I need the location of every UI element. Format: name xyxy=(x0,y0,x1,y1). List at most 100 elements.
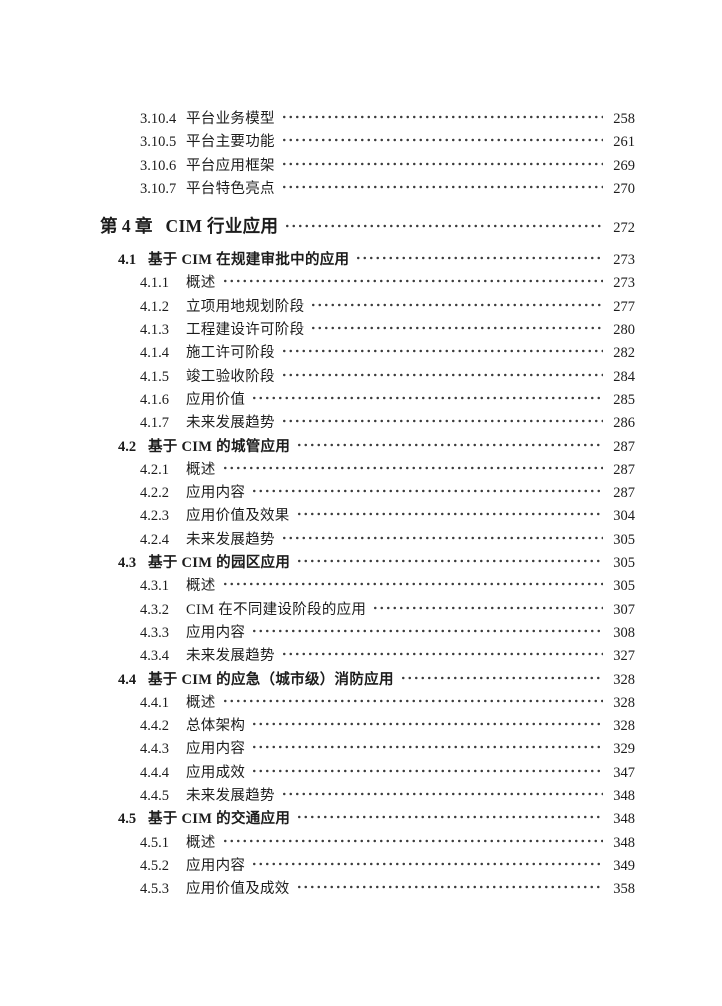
toc-entry-page: 305 xyxy=(613,578,635,595)
toc-list: 3.10.4 平台业务模型 258 3.10.5 平台主要功能 261 3.10.6 平台应用… xyxy=(0,108,722,898)
toc-entry-number: 4.1.7 xyxy=(140,415,169,432)
toc-entry: 3.10.4 平台业务模型 258 xyxy=(0,108,722,131)
toc-entry: 第 4 章 CIM 行业应用 272 xyxy=(0,211,722,242)
toc-entry-number: 3.10.6 xyxy=(140,157,177,174)
toc-entry-number: 4.5 xyxy=(118,811,137,828)
toc-entry: 3.10.6 平台应用框架 269 xyxy=(0,155,722,178)
toc-entry: 4.4.2 总体架构 328 xyxy=(0,715,722,738)
toc-entry-number: 4.2.2 xyxy=(140,485,169,502)
toc-entry-number: 4.1.6 xyxy=(140,391,169,408)
toc-entry: 4.3.4 未来发展趋势 327 xyxy=(0,645,722,668)
dot-leader xyxy=(251,624,603,637)
toc-entry: 3.10.5 平台主要功能 261 xyxy=(0,131,722,154)
dot-leader xyxy=(280,788,603,801)
toc-entry: 4.1 基于 CIM 在规建审批中的应用 273 xyxy=(0,249,722,272)
toc-entry: 4.2.2 应用内容 287 xyxy=(0,482,722,505)
toc-entry: 4.1.2 立项用地规划阶段 277 xyxy=(0,296,722,319)
toc-entry-number: 3.10.4 xyxy=(140,111,177,127)
toc-entry-number: 3.10.5 xyxy=(140,134,177,151)
toc-entry-title: 基于 CIM 的应急（城市级）消防应用 xyxy=(148,671,394,688)
toc-entry-title: 应用价值及效果 xyxy=(186,508,290,525)
toc-entry-title: 未来发展趋势 xyxy=(186,788,275,805)
dot-leader xyxy=(280,111,603,123)
toc-entry-title: 基于 CIM 的城管应用 xyxy=(148,438,291,455)
toc-entry-title: 平台应用框架 xyxy=(186,157,275,174)
toc-entry-number: 4.1.2 xyxy=(140,298,169,315)
toc-entry-page: 284 xyxy=(613,368,635,385)
toc-entry-title: CIM 在不同建设阶段的应用 xyxy=(186,601,367,618)
toc-entry-page: 305 xyxy=(613,531,635,548)
toc-entry: 4.5 基于 CIM 的交通应用 348 xyxy=(0,808,722,831)
toc-entry-title: 基于 CIM 的园区应用 xyxy=(148,555,291,572)
toc-entry-title: 应用价值及成效 xyxy=(186,881,290,898)
toc-entry-page: 277 xyxy=(613,298,635,315)
toc-entry: 4.3 基于 CIM 的园区应用 305 xyxy=(0,552,722,575)
dot-leader xyxy=(221,578,603,591)
toc-entry-number: 4.2.4 xyxy=(140,531,169,548)
toc-entry-number: 4.4.5 xyxy=(140,788,169,805)
toc-entry-number: 4.3.2 xyxy=(140,601,169,618)
toc-entry-page: 287 xyxy=(613,461,635,478)
toc-entry-title: 概述 xyxy=(186,834,216,851)
toc-entry: 4.1.6 应用价值 285 xyxy=(0,389,722,412)
toc-entry-page: 348 xyxy=(613,788,635,805)
toc-entry: 4.2.4 未来发展趋势 305 xyxy=(0,529,722,552)
dot-leader xyxy=(280,648,603,661)
toc-entry-page: 270 xyxy=(613,180,635,197)
toc-entry-number: 4.4 xyxy=(118,671,137,688)
toc-entry: 4.1.4 施工许可阶段 282 xyxy=(0,342,722,365)
toc-entry-page: 304 xyxy=(613,508,635,525)
toc-entry: 4.2 基于 CIM 的城管应用 287 xyxy=(0,436,722,459)
dot-leader xyxy=(251,718,603,731)
toc-entry-page: 348 xyxy=(613,834,635,851)
toc-entry-title: 应用内容 xyxy=(186,741,246,758)
toc-entry-number: 4.5.2 xyxy=(140,857,169,874)
toc-entry-number: 4.1.3 xyxy=(140,322,169,339)
toc-entry-title: 概述 xyxy=(186,694,216,711)
toc-entry-number: 第 4 章 xyxy=(100,216,153,237)
toc-entry-page: 269 xyxy=(613,157,635,174)
toc-entry-number: 4.3.1 xyxy=(140,578,169,595)
dot-leader xyxy=(221,834,603,847)
toc-entry-page: 285 xyxy=(613,391,635,408)
toc-entry: 4.3.1 概述 305 xyxy=(0,575,722,598)
dot-leader xyxy=(280,415,603,428)
toc-entry-number: 4.1.4 xyxy=(140,345,169,362)
toc-entry: 4.3.2 CIM 在不同建设阶段的应用 307 xyxy=(0,599,722,622)
toc-entry-number: 4.5.3 xyxy=(140,881,169,898)
dot-leader xyxy=(296,438,603,451)
toc-entry-title: 竣工验收阶段 xyxy=(186,368,275,385)
toc-entry-page: 307 xyxy=(613,601,635,618)
toc-entry-page: 327 xyxy=(613,648,635,665)
dot-leader xyxy=(251,857,603,870)
toc-entry: 4.4.4 应用成效 347 xyxy=(0,762,722,785)
toc-entry-number: 4.3 xyxy=(118,555,137,572)
dot-leader xyxy=(296,811,603,824)
toc-entry-page: 286 xyxy=(613,415,635,432)
toc-entry: 4.4.1 概述 328 xyxy=(0,692,722,715)
toc-entry-number: 4.1 xyxy=(118,252,137,269)
toc-entry-page: 347 xyxy=(613,764,635,781)
toc-entry: 4.1.5 竣工验收阶段 284 xyxy=(0,366,722,389)
toc-entry: 4.1.3 工程建设许可阶段 280 xyxy=(0,319,722,342)
toc-entry-title: 概述 xyxy=(186,461,216,478)
toc-entry-title: 基于 CIM 的交通应用 xyxy=(148,811,291,828)
dot-leader xyxy=(355,252,603,265)
toc-entry: 4.5.2 应用内容 349 xyxy=(0,855,722,878)
toc-entry-title: 概述 xyxy=(186,275,216,292)
dot-leader xyxy=(399,671,603,684)
toc-entry-page: 287 xyxy=(613,438,635,455)
toc-entry-title: 基于 CIM 在规建审批中的应用 xyxy=(148,252,350,269)
toc-entry-number: 4.2.1 xyxy=(140,461,169,478)
toc-entry-title: 平台主要功能 xyxy=(186,134,275,151)
dot-leader xyxy=(251,741,603,754)
toc-entry-page: 348 xyxy=(613,811,635,828)
toc-entry-page: 349 xyxy=(613,857,635,874)
toc-entry-title: 应用内容 xyxy=(186,857,246,874)
toc-entry-page: 328 xyxy=(613,718,635,735)
toc-entry-page: 258 xyxy=(613,111,635,127)
dot-leader xyxy=(296,555,603,568)
dot-leader xyxy=(221,694,603,707)
toc-entry-page: 329 xyxy=(613,741,635,758)
toc-entry-number: 4.2 xyxy=(118,438,137,455)
